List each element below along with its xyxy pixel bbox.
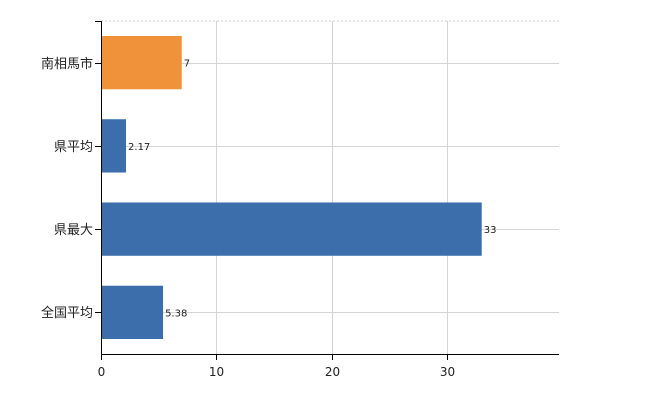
category-label-2: 県最大 [54,223,93,238]
bar-1 [101,119,127,173]
bars [101,35,482,340]
category-label-3: 全国平均 [41,305,93,321]
data-label-1: 2.17 [128,142,150,153]
data-label-3: 5.38 [165,308,187,319]
x-tick-label-2: 20 [325,365,340,379]
bar-3 [101,285,164,340]
x-tick-label-0: 0 [98,365,106,379]
bar-0 [101,35,182,90]
x-tick-label-3: 30 [440,365,455,379]
category-label-0: 南相馬市 [41,56,93,72]
data-label-0: 7 [184,59,190,70]
x-tick-label-1: 10 [209,365,224,379]
data-label-2: 33 [484,225,497,236]
axes [95,21,559,360]
category-label-1: 県平均 [54,140,93,155]
bar-2 [101,202,482,256]
